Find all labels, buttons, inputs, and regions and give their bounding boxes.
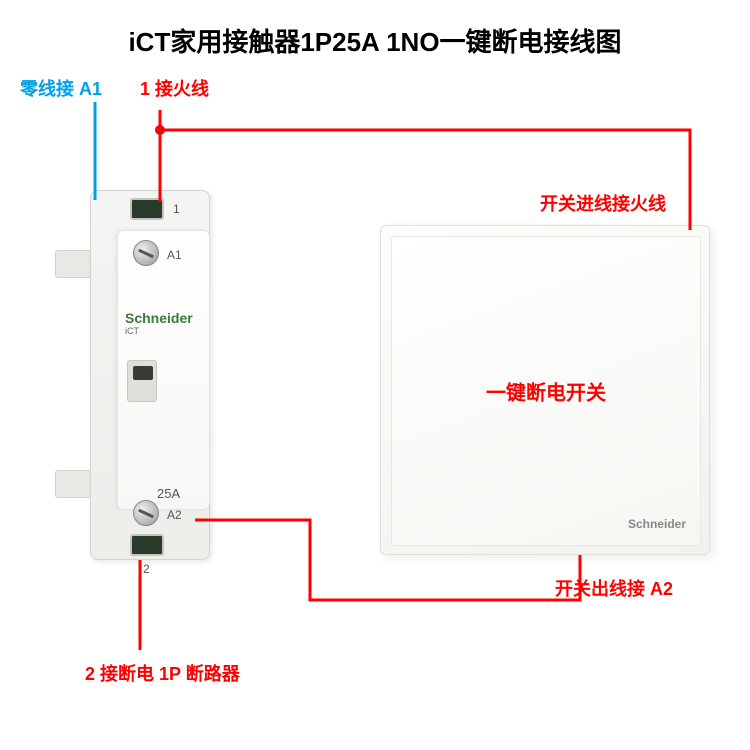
label-breaker-2: 2 接断电 1P 断路器 [85,660,240,686]
switch-panel-label: 一键断电开关 [486,377,606,406]
switch-panel: 一键断电开关 Schneider [380,225,710,555]
label-neutral-a1: 零线接 A1 [20,75,102,101]
terminal-a2-screw [133,500,159,526]
contactor-device: 1 A1 Schneider iCT 25A A2 2 [55,190,225,560]
terminal-2-window [130,534,164,556]
brand-sub: iCT [125,326,193,336]
terminal-1-label: 1 [173,202,180,216]
switch-brand: Schneider [628,517,686,531]
switch-plate: 一键断电开关 Schneider [391,236,701,546]
wire-junction-dot [155,125,165,135]
status-window [127,360,157,402]
diagram-title: iCT家用接触器1P25A 1NO一键断电接线图 [128,22,621,59]
rating-label: 25A [157,486,180,501]
terminal-a1-screw [133,240,159,266]
brand-text: Schneider [125,310,193,326]
contactor-brand: Schneider iCT [125,310,193,336]
terminal-2-label: 2 [143,562,150,576]
label-switch-in: 开关进线接火线 [540,190,666,216]
label-live-1: 1 接火线 [140,75,209,101]
label-switch-out: 开关出线接 A2 [555,575,673,601]
terminal-a2-label: A2 [167,508,182,522]
terminal-a1-label: A1 [167,248,182,262]
terminal-1-window [130,198,164,220]
